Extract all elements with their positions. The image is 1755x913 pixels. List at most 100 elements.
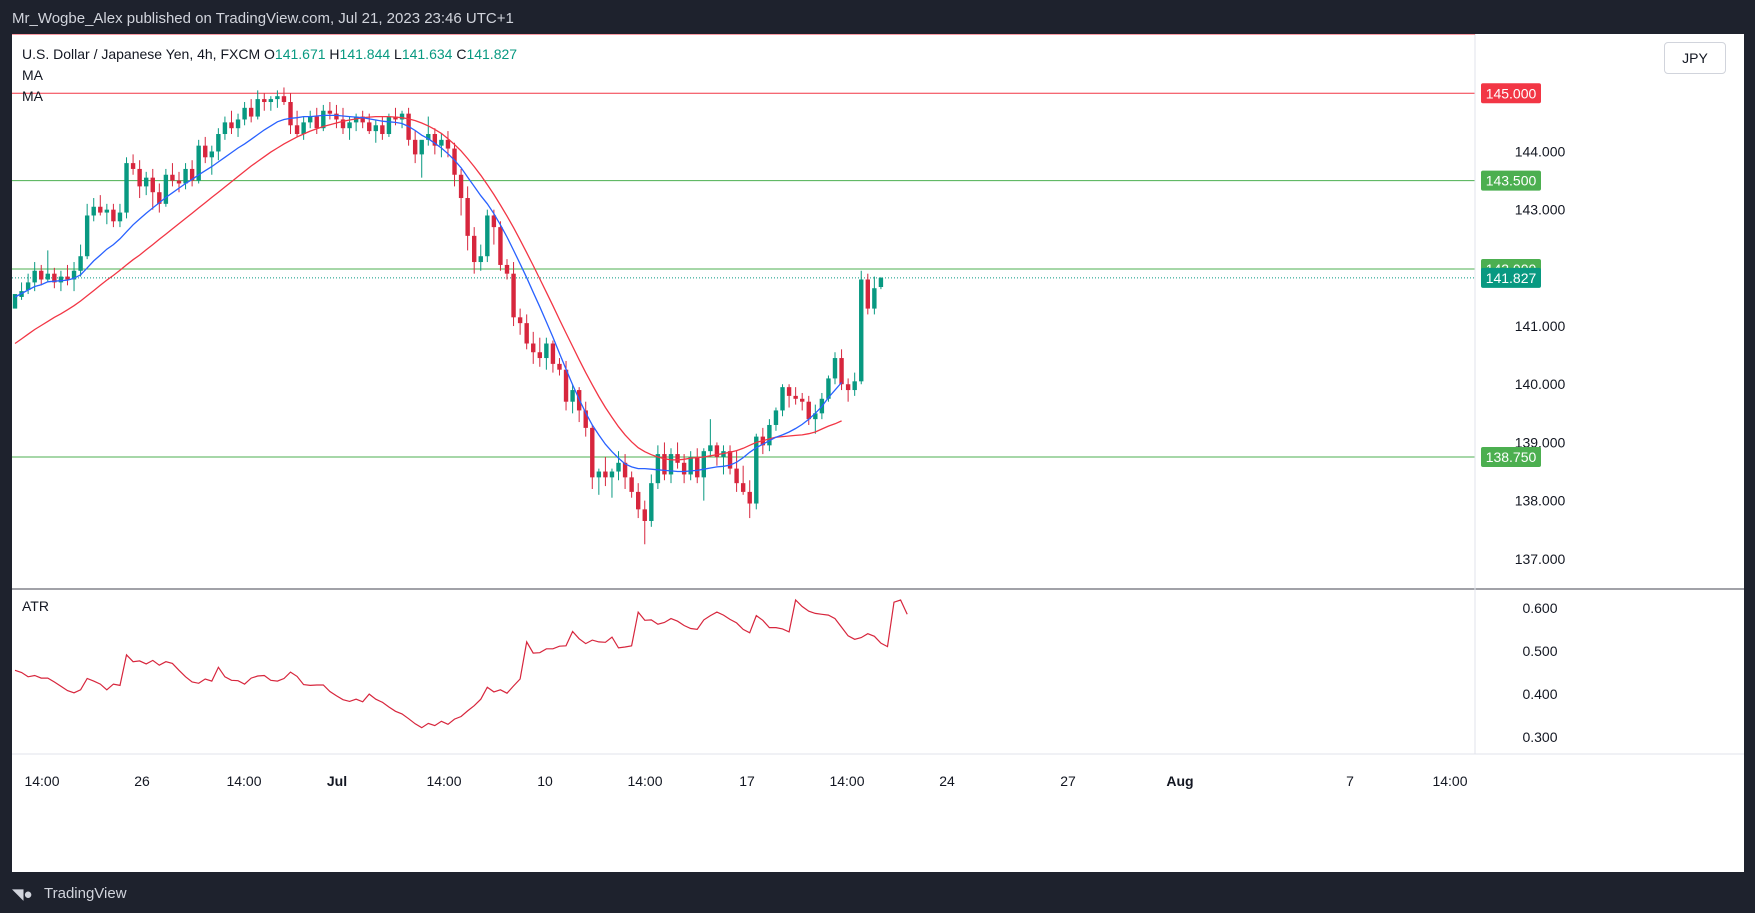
candle-body [203,145,208,158]
candle-body [550,343,556,364]
level-138750-badge[interactable] [1481,446,1541,467]
current-price-badge-label: 141.827 [1486,270,1537,286]
candle-body [557,363,562,370]
price-tick-label: 140.000 [1515,376,1566,392]
candle-body [878,277,884,288]
candle-body [681,462,687,475]
atr-tick-label: 0.500 [1522,643,1557,659]
candle-body [655,454,661,484]
candle-body [281,96,287,103]
candle-body [170,174,175,181]
level-138750-badge-label: 138.750 [1486,449,1537,465]
candle-body [616,462,621,472]
candle-body [308,116,313,123]
time-tick-label: 14:00 [24,773,59,789]
time-tick-label: 7 [1346,773,1354,789]
candle-body [832,358,838,379]
candle-body [504,264,510,274]
price-axis[interactable]: 144.000 143.000 141.000 140.000 139.000 138.0… [1481,83,1566,567]
candle-body [45,273,50,280]
candle-body [216,134,221,152]
chart-legend: U.S. Dollar / Japanese Yen, 4h, FXCM O14… [22,44,517,107]
candle-body [583,410,588,428]
candle-body [859,279,864,382]
time-tick-label: 27 [1060,773,1076,789]
candle-body [747,491,752,504]
candle-body [478,256,483,263]
ma-indicator-2[interactable]: MA [22,88,43,104]
candle-body [144,177,149,187]
candle-body [695,456,700,478]
candle-body [734,468,739,484]
candle-body [708,445,713,452]
candle-body [150,177,155,193]
price-tick-label: 137.000 [1515,551,1566,567]
candle-body [537,352,542,359]
candle-body [255,99,260,117]
candle-body [839,358,844,385]
price-tick-label: 139.000 [1515,434,1566,450]
symbol-title[interactable]: U.S. Dollar / Japanese Yen, 4h, FXCM [22,46,261,62]
chart-frame[interactable]: 144.000 143.000 141.000 140.000 139.000 138.0… [12,34,1744,872]
candle-body [248,107,254,117]
candle-body [209,151,214,158]
candle-body [334,113,339,120]
level-143500-badge[interactable] [1481,170,1541,191]
price-tick-label: 144.000 [1515,143,1566,159]
time-axis[interactable]: 14:00 26 14:00 Jul 14:00 10 14:00 17 14:00 24 27 Au… [24,773,1467,789]
time-tick-label: 17 [739,773,755,789]
footer: ◥● TradingView [0,872,1755,913]
candle-body [793,395,798,399]
time-tick-label: 14:00 [829,773,864,789]
candle-body [268,99,274,103]
current-price-badge[interactable] [1481,267,1541,288]
candle-body [84,215,90,257]
moving-averages [14,114,843,473]
chart-canvas[interactable]: 144.000 143.000 141.000 140.000 139.000 138.0… [12,34,1744,872]
candle-body [544,343,549,359]
atr-tick-label: 0.300 [1522,729,1557,745]
candle-body [445,139,451,149]
candle-body [222,122,228,135]
candle-body [32,270,37,283]
candle-body [590,427,595,478]
candle-body [596,471,602,478]
close-value: 141.827 [466,46,518,62]
candle-body [472,235,477,263]
price-tick-label: 141.000 [1515,318,1566,334]
time-tick-label: 14:00 [226,773,261,789]
candle-body [767,424,772,446]
candle-body [183,168,188,184]
level-145000-badge-label: 145.000 [1486,85,1537,101]
candle-body [39,270,44,280]
price-tick-label: 143.000 [1515,202,1566,218]
atr-title[interactable]: ATR [22,598,49,614]
candle-body [813,413,818,420]
low-value: 141.634 [401,46,453,62]
candle-body [373,125,378,132]
footer-brand[interactable]: TradingView [44,885,127,902]
candle-body [163,174,169,204]
candle-body [98,206,103,213]
tradingview-logo-icon[interactable]: ◥● [12,886,33,903]
candle-body [314,116,319,129]
candle-body [432,134,438,146]
candle-body [111,209,116,222]
candle-body [517,317,523,324]
atr-pane: ATR 0.600 0.500 0.400 0.300 [14,598,1558,745]
candle-body [380,125,385,135]
candle-body [275,96,280,100]
level-145000-badge[interactable] [1481,83,1541,104]
candle-body [25,282,31,290]
candle-body [642,509,647,521]
candle-body [498,227,503,265]
currency-button[interactable]: JPY [1664,42,1726,74]
time-tick-label: 24 [939,773,955,789]
ma-indicator-1[interactable]: MA [22,67,43,83]
level-143500-badge-label: 143.500 [1486,173,1537,189]
candle-body [675,454,680,463]
candle-body [622,462,628,478]
candle-body [485,215,490,257]
candle-body [780,387,785,411]
candle-body [570,390,575,402]
